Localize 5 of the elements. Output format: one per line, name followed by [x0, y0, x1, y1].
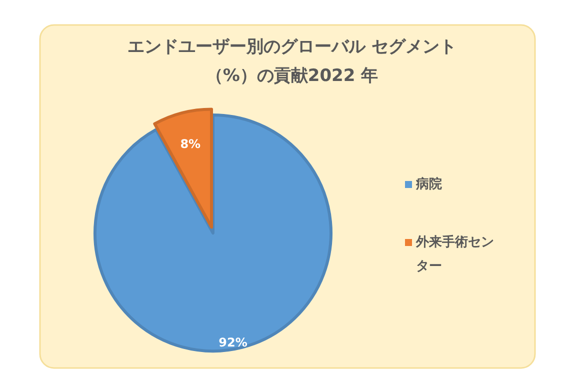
data-label: 92% [218, 336, 248, 350]
legend-label: 病院 [415, 176, 442, 192]
legend-label: 外来手術センター [415, 234, 494, 274]
chart-title: エンドユーザー別のグローバル セグメント（%）の貢献2022 年 [128, 37, 456, 86]
data-label: 8% [180, 137, 201, 152]
